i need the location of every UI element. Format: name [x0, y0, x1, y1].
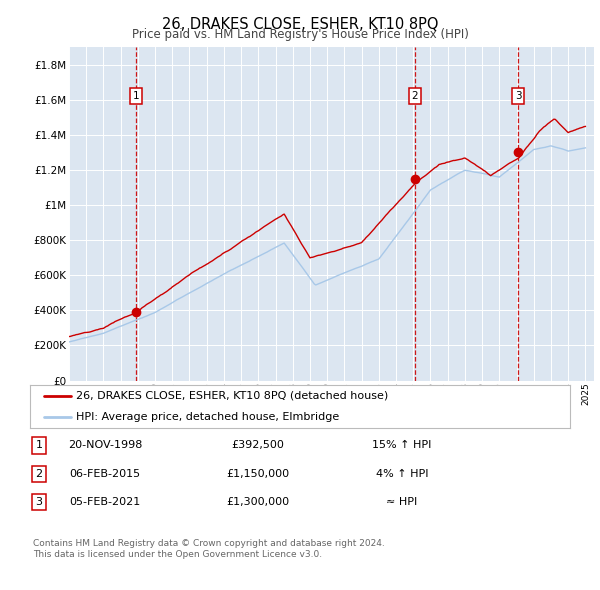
- Text: 1: 1: [133, 91, 139, 101]
- Text: 2: 2: [412, 91, 418, 101]
- Text: 4% ↑ HPI: 4% ↑ HPI: [376, 469, 428, 478]
- Text: Contains HM Land Registry data © Crown copyright and database right 2024.: Contains HM Land Registry data © Crown c…: [33, 539, 385, 548]
- Text: 3: 3: [515, 91, 521, 101]
- Text: £392,500: £392,500: [232, 441, 284, 450]
- Text: £1,300,000: £1,300,000: [226, 497, 290, 507]
- Text: 20-NOV-1998: 20-NOV-1998: [68, 441, 142, 450]
- Text: HPI: Average price, detached house, Elmbridge: HPI: Average price, detached house, Elmb…: [76, 412, 339, 422]
- Text: 15% ↑ HPI: 15% ↑ HPI: [373, 441, 431, 450]
- Text: ≈ HPI: ≈ HPI: [386, 497, 418, 507]
- Text: Price paid vs. HM Land Registry's House Price Index (HPI): Price paid vs. HM Land Registry's House …: [131, 28, 469, 41]
- Text: 26, DRAKES CLOSE, ESHER, KT10 8PQ (detached house): 26, DRAKES CLOSE, ESHER, KT10 8PQ (detac…: [76, 391, 388, 401]
- Text: 26, DRAKES CLOSE, ESHER, KT10 8PQ: 26, DRAKES CLOSE, ESHER, KT10 8PQ: [162, 17, 438, 31]
- Text: 06-FEB-2015: 06-FEB-2015: [70, 469, 140, 478]
- Text: £1,150,000: £1,150,000: [226, 469, 290, 478]
- Text: 1: 1: [35, 441, 43, 450]
- Text: 2: 2: [35, 469, 43, 478]
- Text: 3: 3: [35, 497, 43, 507]
- Text: This data is licensed under the Open Government Licence v3.0.: This data is licensed under the Open Gov…: [33, 550, 322, 559]
- Text: 05-FEB-2021: 05-FEB-2021: [70, 497, 140, 507]
